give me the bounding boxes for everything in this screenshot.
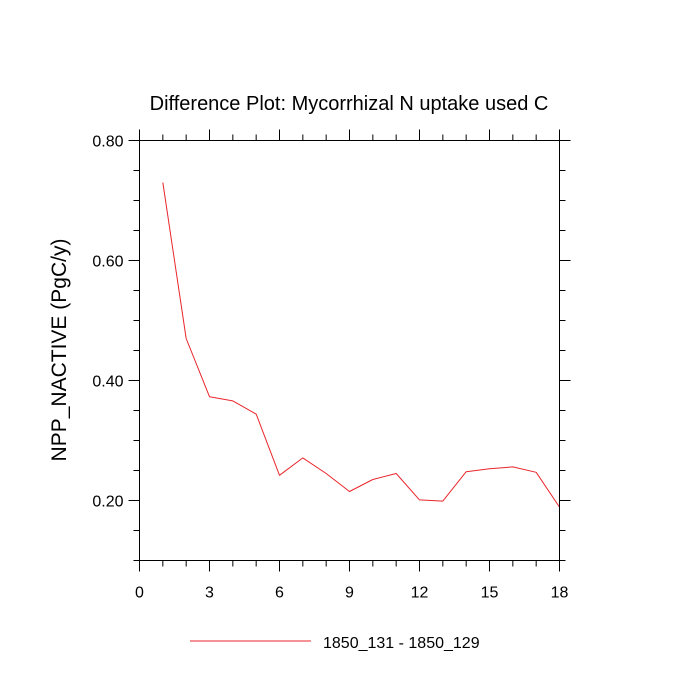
plot-frame [139,140,560,561]
y-tick-label: 0.40 [92,374,123,391]
x-tick-label: 18 [551,585,569,602]
y-tick-label: 0.20 [92,494,123,511]
legend: 1850_131 - 1850_129 [190,635,480,652]
x-tick-label: 9 [345,585,354,602]
x-axis: 0 3 6 9 12 15 18 [135,129,569,602]
y-tick-label: 0.60 [92,254,123,271]
x-tick-label: 6 [275,585,284,602]
legend-entry-label: 1850_131 - 1850_129 [323,635,480,652]
x-tick-label: 15 [481,585,499,602]
x-tick-label: 3 [205,585,214,602]
x-tick-label: 12 [411,585,429,602]
y-axis-label: NPP_NACTIVE (PgC/y) [48,239,71,462]
chart-title: Difference Plot: Mycorrhizal N uptake us… [150,93,549,115]
x-tick-label: 0 [135,585,144,602]
y-tick-label: 0.80 [92,134,123,151]
y-axis: 0.20 0.40 0.60 0.80 [92,134,571,561]
series-line [162,182,560,508]
